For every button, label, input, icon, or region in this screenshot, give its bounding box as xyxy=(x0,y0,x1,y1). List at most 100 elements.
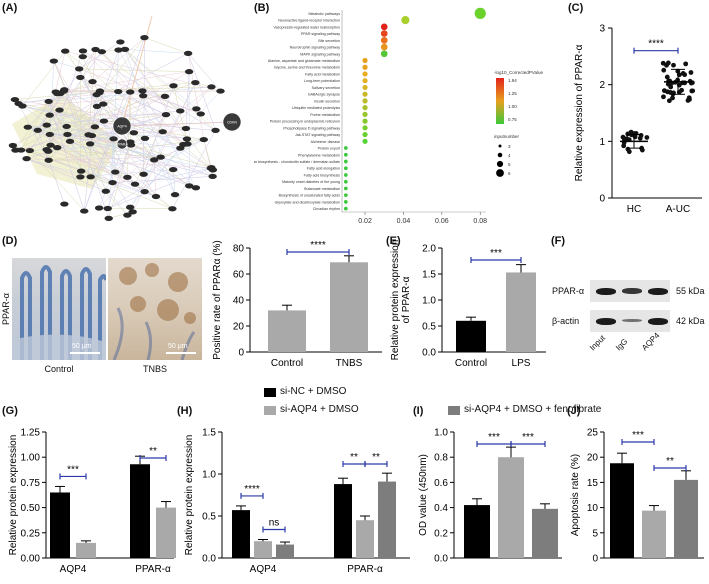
network-edge xyxy=(46,149,116,173)
network-node xyxy=(25,147,35,154)
y-axis-label: Positive rate of PPARα (%) xyxy=(212,240,223,360)
network-node xyxy=(120,46,130,52)
c-y-tick-label: 1 xyxy=(599,137,605,148)
network-node xyxy=(104,215,113,221)
bar xyxy=(50,492,70,558)
network-edge xyxy=(55,90,221,93)
b-term-point xyxy=(380,43,388,51)
network-node xyxy=(140,135,150,141)
network-nodes: AQP4 PPARA CDKN xyxy=(8,35,242,221)
c-y-tick-label: 0 xyxy=(599,194,605,205)
network-node xyxy=(168,206,177,212)
network-edge xyxy=(99,90,213,177)
b-x-tick-label: 0.02 xyxy=(358,218,372,225)
network-node xyxy=(99,118,109,124)
sig-label: *** xyxy=(522,432,534,443)
bar xyxy=(506,272,536,352)
y-tick-label: 0.8 xyxy=(434,453,448,464)
b-term-point xyxy=(362,118,368,124)
b-term-label: Metabolic pathways xyxy=(308,12,340,16)
network-edge xyxy=(79,68,190,72)
c-data-point xyxy=(682,72,688,78)
network-edge xyxy=(103,103,188,145)
network-node xyxy=(11,147,20,153)
b-term-point xyxy=(343,200,348,204)
b-term-point xyxy=(362,91,368,97)
b-term-label: Insulin secretion xyxy=(314,99,340,103)
b-term-point xyxy=(362,57,368,64)
b-x-tick-label: 0.08 xyxy=(473,218,487,225)
blot-row-label-ppara: PPAR-α xyxy=(552,286,585,296)
network-node xyxy=(59,88,69,94)
network-edge xyxy=(37,128,122,131)
b-term-point xyxy=(362,64,368,70)
network-node xyxy=(169,83,178,89)
network-edge xyxy=(89,143,131,208)
network-edge xyxy=(172,169,176,195)
network-edge xyxy=(144,138,176,195)
y-tick-label: 2.0 xyxy=(422,244,436,255)
network-node xyxy=(207,84,216,90)
bar xyxy=(156,507,176,558)
network-node xyxy=(116,39,125,45)
category-label: PPAR-α xyxy=(135,564,171,575)
network-node xyxy=(63,131,72,138)
b-term-point xyxy=(362,98,368,104)
bar xyxy=(232,510,250,558)
network-node xyxy=(42,122,51,128)
network-node xyxy=(44,148,53,154)
network-edge xyxy=(59,109,155,161)
network-node xyxy=(123,174,132,180)
y-tick-label: 0.50 xyxy=(21,503,41,514)
network-edge xyxy=(95,49,181,112)
bar xyxy=(456,320,486,352)
micrograph-side-label: PPAR-α xyxy=(1,292,11,326)
network-hub-label: CDKN xyxy=(227,121,237,125)
y-tick-label: 20 xyxy=(233,322,245,333)
b-term-point xyxy=(362,84,368,91)
bar xyxy=(330,262,368,352)
network-node xyxy=(176,108,185,114)
category-label: Control xyxy=(455,358,487,369)
network-node xyxy=(160,93,170,99)
sig-label: *** xyxy=(632,430,644,441)
network-node xyxy=(179,141,188,148)
bar xyxy=(642,510,666,558)
b-term-label: PPAR signaling pathway xyxy=(301,32,340,36)
network-node xyxy=(191,185,201,191)
bar xyxy=(498,457,524,558)
network-node xyxy=(139,171,148,177)
network-node xyxy=(126,89,135,95)
b-term-point xyxy=(362,138,368,144)
b-x-tick-label: 0.04 xyxy=(397,218,411,225)
c-data-point xyxy=(625,146,631,152)
network-edge xyxy=(143,37,145,175)
b-size-swatch xyxy=(496,169,504,177)
network-edge xyxy=(124,49,216,131)
c-sig-label: **** xyxy=(648,39,664,50)
network-node xyxy=(76,168,86,174)
network-node xyxy=(126,139,135,145)
b-color-tick: 1.00 xyxy=(508,104,517,109)
b-term-point xyxy=(343,173,348,177)
positive-rate-bar-chart: 0 20 40 60 80 Positive rate of PPARα (%) Contr… xyxy=(212,240,382,369)
network-edge xyxy=(57,71,190,148)
network-edge xyxy=(130,144,212,168)
sig-label: ** xyxy=(149,446,157,457)
b-term-label: Neurotrophin signaling pathway xyxy=(290,46,341,50)
b-term-label: Purine metabolism xyxy=(310,113,340,117)
network-edge xyxy=(187,53,221,92)
b-size-swatch xyxy=(496,160,504,168)
c-data-point xyxy=(683,61,689,67)
b-size-legend-title: inputnumber xyxy=(494,134,520,139)
network-edge xyxy=(50,144,136,185)
y-tick-label: 0.5 xyxy=(422,322,436,333)
network-node xyxy=(61,48,70,54)
network-edge xyxy=(82,50,216,131)
panel-label-i: (I) xyxy=(413,405,424,417)
network-node xyxy=(109,136,118,142)
sig-label: ** xyxy=(666,456,674,467)
scale-label-tnbs: 50 μm xyxy=(168,343,188,350)
network-node xyxy=(55,107,64,113)
panel-label-f: (F) xyxy=(551,235,566,247)
